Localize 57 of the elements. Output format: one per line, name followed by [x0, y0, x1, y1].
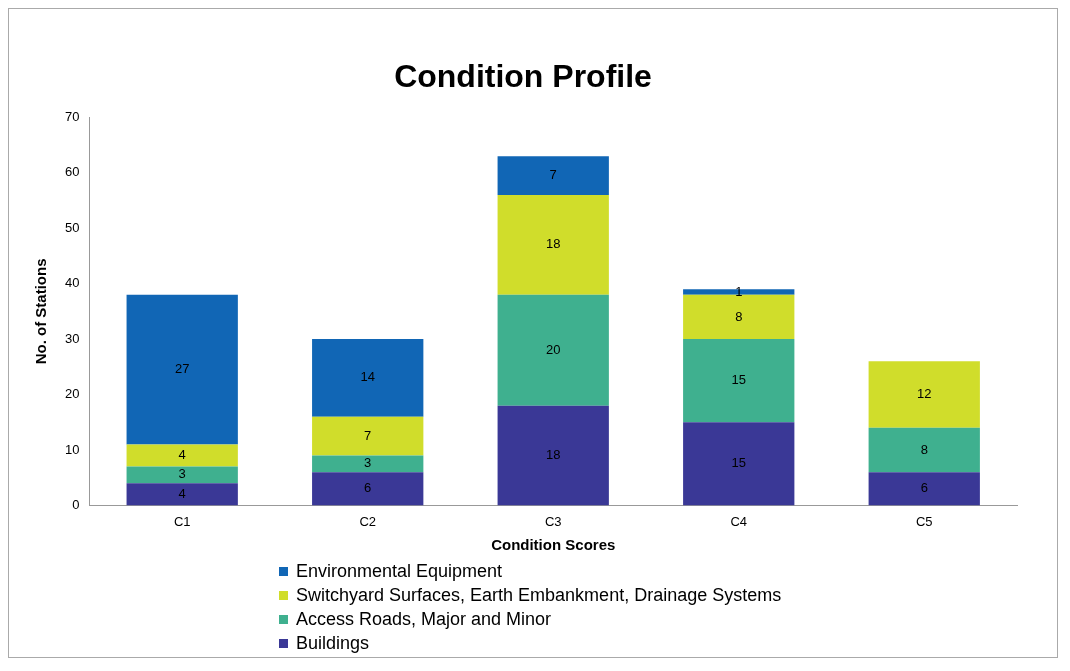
- bar: [312, 339, 424, 417]
- bar: [868, 427, 980, 473]
- y-tick-label: 60: [64, 164, 80, 180]
- data-label: 6: [364, 480, 372, 496]
- x-tick-label: C4: [730, 513, 748, 529]
- data-label: 15: [731, 455, 746, 471]
- data-label: 27: [174, 361, 190, 377]
- data-label: 20: [546, 341, 561, 357]
- data-label: 8: [920, 441, 928, 457]
- bar: [868, 361, 980, 428]
- data-label: 3: [178, 466, 186, 482]
- bar: [126, 466, 238, 484]
- data-label: 18: [546, 447, 561, 463]
- bar: [683, 289, 795, 295]
- data-label: 7: [364, 427, 372, 443]
- chart-title: Condition Profile: [394, 58, 652, 95]
- data-label: 18: [546, 236, 561, 252]
- bar: [126, 483, 238, 506]
- data-label: 14: [360, 369, 375, 385]
- x-tick-label: C2: [359, 513, 377, 529]
- y-tick-label: 50: [64, 219, 80, 235]
- bar: [126, 294, 238, 445]
- data-label: 4: [178, 447, 186, 463]
- bar: [683, 422, 795, 506]
- bar: [868, 472, 980, 506]
- bar: [497, 294, 609, 406]
- x-tick-label: C1: [173, 513, 191, 529]
- data-label: 4: [178, 485, 186, 501]
- y-tick-label: 20: [64, 386, 80, 402]
- bar: [683, 294, 795, 340]
- bar: [312, 455, 424, 473]
- data-label: 12: [917, 386, 932, 402]
- y-tick-label: 10: [64, 441, 80, 457]
- bar: [126, 444, 238, 467]
- x-tick-label: C5: [915, 513, 933, 529]
- data-label: 7: [549, 167, 557, 183]
- bar: [497, 405, 609, 506]
- bar: [312, 416, 424, 456]
- legend-label: Environmental Equipment: [296, 560, 503, 583]
- y-tick-label: 40: [64, 275, 80, 291]
- x-axis-title: Condition Scores: [491, 536, 616, 554]
- x-tick-label: C3: [544, 513, 562, 529]
- y-axis-title: No. of Stations: [32, 258, 50, 365]
- data-label: 3: [364, 455, 372, 471]
- legend-label: Buildings: [296, 632, 370, 655]
- legend-label: Switchyard Surfaces, Earth Embankment, Drainage Systems: [296, 584, 782, 607]
- data-label: 15: [731, 372, 746, 388]
- y-tick-label: 70: [64, 108, 80, 124]
- data-label: 6: [920, 480, 928, 496]
- bar: [497, 195, 609, 295]
- y-tick-label: 30: [64, 330, 80, 346]
- bar: [312, 472, 424, 506]
- data-label: 8: [735, 308, 743, 324]
- y-tick-label: 0: [72, 496, 80, 512]
- bar: [497, 156, 609, 195]
- legend-label: Access Roads, Major and Minor: [296, 608, 552, 631]
- bar: [683, 339, 795, 423]
